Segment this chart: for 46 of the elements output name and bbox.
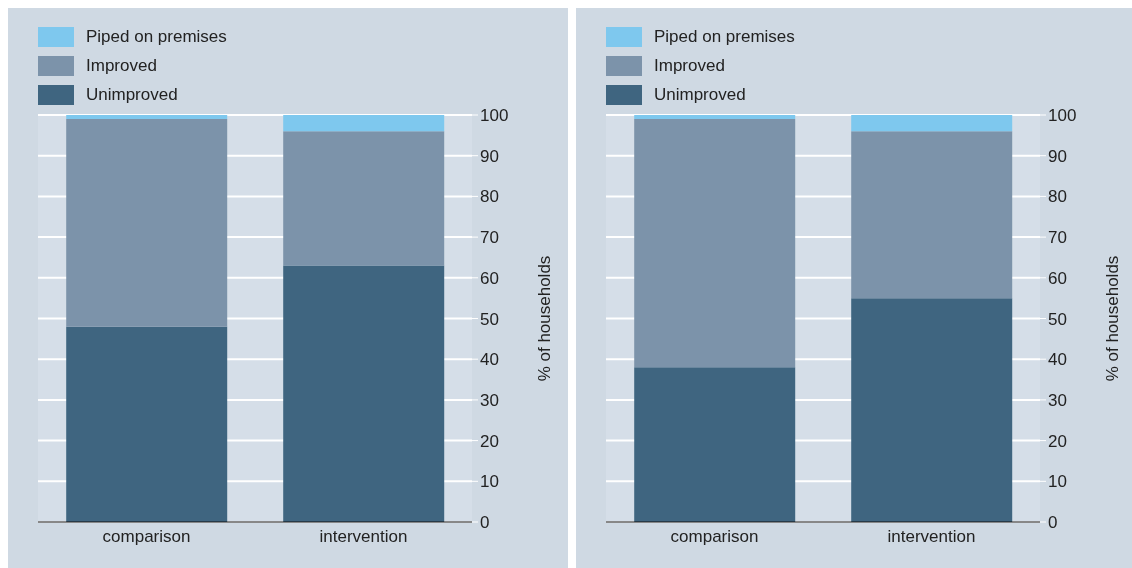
y-tick-label: 100 (1048, 106, 1077, 126)
y-tick-label: 90 (1048, 146, 1067, 166)
y-tick-label: 100 (480, 106, 509, 126)
bar (634, 367, 796, 522)
x-tick-label: comparison (102, 527, 191, 547)
x-tick-label: intervention (319, 527, 408, 547)
y-tick-label: 60 (480, 268, 499, 288)
legend-label: Improved (86, 55, 157, 76)
legend-label: Unimproved (86, 84, 178, 105)
y-tick-label: 60 (1048, 268, 1067, 288)
y-tick-label: 50 (480, 309, 499, 329)
y-tick-label: 10 (480, 472, 499, 492)
y-tick-label: 10 (1048, 472, 1067, 492)
y-axis-title: % of households (1103, 255, 1123, 382)
bar (66, 119, 228, 327)
legend-label: Improved (654, 55, 725, 76)
bar (283, 265, 445, 522)
bar (634, 119, 796, 368)
y-tick-label: 0 (1048, 513, 1058, 533)
bar (851, 298, 1013, 522)
legend-label: Piped on premises (654, 26, 795, 47)
y-axis-title: % of households (535, 255, 555, 382)
legend-label: Unimproved (654, 84, 746, 105)
y-tick-label: 20 (1048, 431, 1067, 451)
bar (851, 115, 1013, 132)
y-tick-label: 20 (480, 431, 499, 451)
bar (66, 326, 228, 522)
y-tick-label: 30 (1048, 390, 1067, 410)
y-tick-label: 80 (480, 187, 499, 207)
y-tick-label: 80 (1048, 187, 1067, 207)
y-tick-label: 50 (1048, 309, 1067, 329)
x-tick-label: intervention (887, 527, 976, 547)
y-tick-label: 0 (480, 513, 490, 533)
bar (851, 131, 1013, 299)
y-tick-label: 40 (1048, 350, 1067, 370)
y-tick-label: 70 (480, 228, 499, 248)
legend-label: Piped on premises (86, 26, 227, 47)
bar (634, 115, 796, 120)
bar (283, 131, 445, 266)
y-tick-label: 30 (480, 390, 499, 410)
y-tick-label: 70 (1048, 228, 1067, 248)
bar (66, 115, 228, 120)
x-tick-label: comparison (670, 527, 759, 547)
bar (283, 115, 445, 132)
y-tick-label: 40 (480, 350, 499, 370)
y-tick-label: 90 (480, 146, 499, 166)
